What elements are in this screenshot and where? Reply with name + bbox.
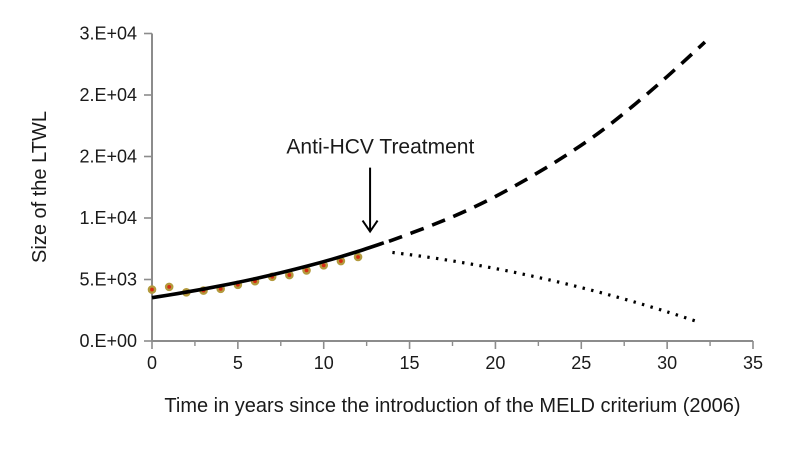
series-layer [147,40,707,324]
down-arrow-icon [361,167,379,234]
data-point-marker [147,285,157,294]
arrow-head [361,219,379,234]
series-solid-line [151,241,385,300]
axes-layer: 0.E+00 5.E+03 1.E+04 2.E+04 2.E+04 3.E+04 0 5 10… [79,24,763,374]
x-axis-title: Time in years since the introduction of … [164,395,740,417]
annotation-label: Anti-HCV Treatment [286,136,474,159]
x-tick-label: 5 [233,353,243,373]
x-tick-label: 25 [571,353,591,373]
data-point-marker [164,282,174,292]
x-tick-label: 0 [147,353,157,373]
annotation-layer: Anti-HCV Treatment [286,136,474,234]
x-tick-label: 35 [743,353,763,373]
x-tick-label: 20 [485,353,505,373]
y-tick-label: 5.E+03 [79,270,137,290]
data-point-marker [353,252,363,262]
y-tick-label: 2.E+04 [79,147,137,167]
y-tick-label: 2.E+04 [79,85,137,105]
x-tick-label: 30 [657,353,677,373]
y-tick-label: 3.E+04 [79,24,137,44]
x-tick-label: 15 [400,353,420,373]
series-dotted-line [392,250,699,324]
y-tick-label: 1.E+04 [79,208,137,228]
y-tick-label: 0.E+00 [79,331,137,351]
x-tick-label: 10 [314,353,334,373]
y-axis-title: Size of the LTWL [29,111,51,263]
series-dashed-line [388,40,707,244]
